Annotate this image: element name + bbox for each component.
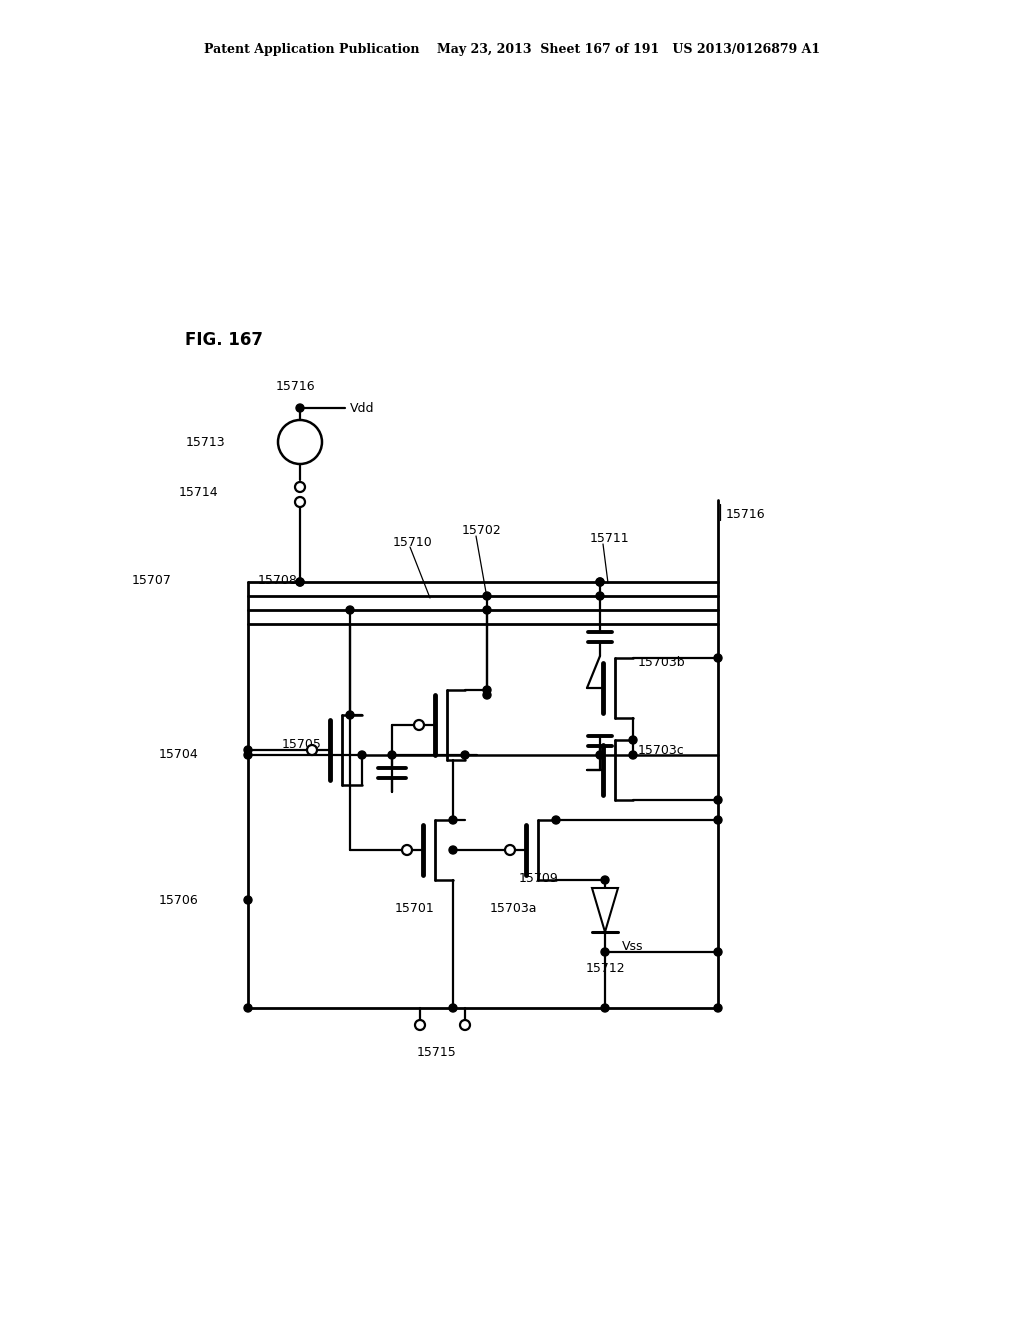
Circle shape	[296, 578, 304, 586]
Circle shape	[388, 751, 396, 759]
Circle shape	[601, 876, 609, 884]
Circle shape	[596, 751, 604, 759]
Circle shape	[629, 737, 637, 744]
Circle shape	[307, 744, 317, 755]
Circle shape	[414, 719, 424, 730]
Text: Patent Application Publication    May 23, 2013  Sheet 167 of 191   US 2013/01268: Patent Application Publication May 23, 2…	[204, 44, 820, 57]
Circle shape	[483, 690, 490, 700]
Circle shape	[483, 606, 490, 614]
Circle shape	[449, 816, 457, 824]
Circle shape	[244, 751, 252, 759]
Text: 15708: 15708	[258, 573, 298, 586]
Circle shape	[596, 578, 604, 586]
Text: 15715: 15715	[417, 1047, 457, 1060]
Circle shape	[461, 751, 469, 759]
Circle shape	[358, 751, 366, 759]
Circle shape	[714, 1005, 722, 1012]
Circle shape	[346, 606, 354, 614]
Circle shape	[714, 816, 722, 824]
Text: FIG. 167: FIG. 167	[185, 331, 263, 348]
Circle shape	[244, 746, 252, 754]
Circle shape	[402, 845, 412, 855]
Circle shape	[601, 1005, 609, 1012]
Circle shape	[295, 482, 305, 492]
Circle shape	[601, 948, 609, 956]
Circle shape	[483, 686, 490, 694]
Circle shape	[505, 845, 515, 855]
Text: Vdd: Vdd	[350, 401, 375, 414]
Text: 15707: 15707	[132, 573, 172, 586]
Circle shape	[346, 711, 354, 719]
Circle shape	[714, 796, 722, 804]
Circle shape	[244, 896, 252, 904]
Circle shape	[296, 578, 304, 586]
Text: 15703a: 15703a	[489, 902, 537, 915]
Circle shape	[596, 578, 604, 586]
Circle shape	[714, 653, 722, 663]
Text: 15705: 15705	[282, 738, 322, 751]
Circle shape	[295, 498, 305, 507]
Text: 15703c: 15703c	[638, 743, 685, 756]
Circle shape	[449, 1005, 457, 1012]
Circle shape	[596, 591, 604, 601]
Circle shape	[483, 591, 490, 601]
Text: Vss: Vss	[622, 940, 643, 953]
Text: 15706: 15706	[159, 894, 198, 907]
Text: 15702: 15702	[462, 524, 502, 536]
Circle shape	[629, 751, 637, 759]
Circle shape	[449, 846, 457, 854]
Text: 15711: 15711	[590, 532, 630, 544]
Text: 15703b: 15703b	[638, 656, 686, 668]
Circle shape	[552, 816, 560, 824]
Text: 15704: 15704	[159, 748, 198, 762]
Circle shape	[244, 1005, 252, 1012]
Polygon shape	[592, 888, 618, 932]
Circle shape	[278, 420, 322, 465]
Text: 15701: 15701	[395, 902, 435, 915]
Circle shape	[460, 1020, 470, 1030]
Text: 15710: 15710	[393, 536, 433, 549]
Circle shape	[415, 1020, 425, 1030]
Circle shape	[714, 948, 722, 956]
Text: 15716: 15716	[726, 507, 766, 520]
Circle shape	[296, 404, 304, 412]
Text: 15714: 15714	[178, 486, 218, 499]
Text: 15709: 15709	[518, 871, 558, 884]
Text: 15712: 15712	[585, 961, 625, 974]
Text: 15713: 15713	[185, 436, 225, 449]
Text: 15716: 15716	[275, 380, 314, 392]
